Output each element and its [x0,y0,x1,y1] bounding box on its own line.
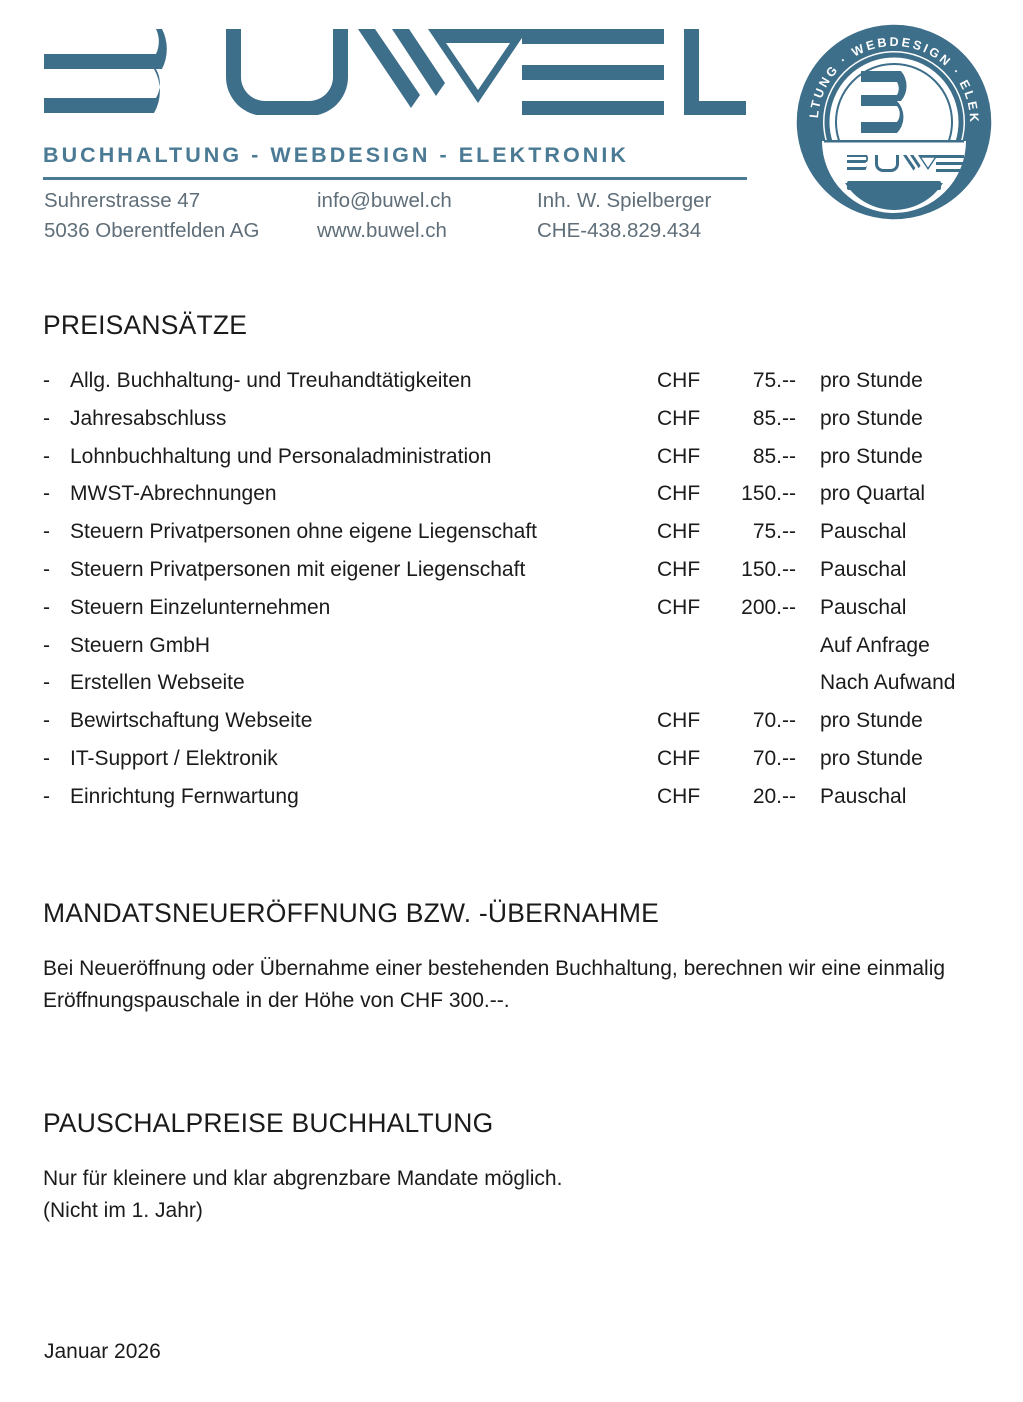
price-row-unit: Pauschal [820,520,907,544]
price-row-amount: 85.-- [752,406,796,430]
price-row-bullet: - [43,746,50,770]
price-row: - Steuern Privatpersonen mit eigener Lieg… [0,556,1023,594]
price-row: - Steuern Einzelunternehmen CHF 200.-- Pausc… [0,594,1023,632]
price-row-label: Jahresabschluss [70,406,227,430]
price-row: - Lohnbuchhaltung und Personaladministrat… [0,443,1023,481]
badge-monogram [861,71,907,133]
price-row-label: Einrichtung Fernwartung [70,784,299,808]
price-row-bullet: - [43,671,50,695]
price-row-bullet: - [43,369,50,392]
price-row-bullet: - [43,709,50,733]
price-row-label: Bewirtschaftung Webseite [70,709,313,733]
section-title-mandatsneueroeffnung: MANDATSNEUERÖFFNUNG BZW. -ÜBERNAHME [43,898,660,928]
price-row-currency: CHF [657,406,701,430]
price-row-amount: 75.-- [752,520,796,544]
price-row-currency: CHF [657,369,701,392]
contact-legal: Inh. W. Spielberger CHE-438.829.434 [537,186,711,246]
price-row-label: Steuern Privatpersonen ohne eigene Liege… [70,520,538,544]
price-row: - Erstellen Webseite Nach Aufwand [0,669,1023,707]
price-row-currency: CHF [657,557,701,581]
price-row-unit: Auf Anfrage [820,633,930,657]
paragraph-pauschalpreise: Nur für kleinere und klar abgrenzbare Ma… [43,1167,563,1222]
price-row-unit: Pauschal [820,595,907,619]
price-row-currency: CHF [657,595,701,619]
price-row-unit: Nach Aufwand [820,671,956,695]
contact-email[interactable]: info@buwel.ch [317,189,452,212]
price-list-table: - Allg. Buchhaltung- und Treuhandtätigkei… [0,367,1023,821]
price-row-bullet: - [43,595,50,619]
paragraph-mandatsneueroeffnung: Bei Neueröffnung oder Übernahme einer be… [43,957,946,1012]
buwel-seal-badge: BUCHHALTUNG · WEBDESIGN · ELEKTRONIK [789,12,993,221]
contact-owner: Inh. W. Spielberger [537,189,712,212]
price-row-amount: 150.-- [741,482,796,506]
price-row: - MWST-Abrechnungen CHF 150.-- pro Quartal [0,480,1023,518]
price-row-amount: 150.-- [741,557,796,581]
price-row-currency: CHF [657,746,701,770]
price-row-label: Steuern Privatpersonen mit eigener Liege… [70,557,526,581]
price-row-amount: 200.-- [741,595,796,619]
price-row-unit: pro Quartal [820,482,926,506]
price-row-currency: CHF [657,784,701,808]
section-title-pauschalpreise: PAUSCHALPREISE BUCHHALTUNG [43,1108,494,1138]
price-row: - Allg. Buchhaltung- und Treuhandtätigkei… [0,367,1023,405]
price-row: - Bewirtschaftung Webseite CHF 70.-- pro Stu… [0,707,1023,745]
contact-address: Suhrerstrasse 47 5036 Oberentfelden AG [44,186,259,246]
price-row-bullet: - [43,520,50,544]
price-row-currency: CHF [657,709,701,733]
price-row-amount: 20.-- [752,784,796,808]
section-title-preisansaetze: PREISANSÄTZE [43,310,248,340]
price-row: - Steuern GmbH Auf Anfrage [0,632,1023,670]
price-row-currency: CHF [657,520,701,544]
price-row-unit: Pauschal [820,784,907,808]
contact-website[interactable]: www.buwel.ch [317,219,447,242]
price-row-unit: Pauschal [820,557,907,581]
contact-online: info@buwel.ch www.buwel.ch [317,186,452,246]
buwel-wordmark-logo [40,27,746,116]
contact-address-line-1: Suhrerstrasse 47 [44,189,201,212]
price-row-unit: pro Stunde [820,369,923,392]
price-row-currency: CHF [657,444,701,468]
letterhead-divider [43,177,747,180]
price-row-label: Steuern Einzelunternehmen [70,595,331,619]
price-row-label: Erstellen Webseite [70,671,245,695]
price-row-bullet: - [43,406,50,430]
price-row-unit: pro Stunde [820,746,923,770]
price-row-bullet: - [43,784,50,808]
price-row-label: IT-Support / Elektronik [70,746,278,770]
price-row-amount: 70.-- [752,709,796,733]
price-row-currency: CHF [657,482,701,506]
contact-address-line-2: 5036 Oberentfelden AG [44,219,260,242]
document-date: Januar 2026 [44,1340,161,1363]
price-row-label: Allg. Buchhaltung- und Treuhandtätigkeit… [70,369,472,392]
price-row-unit: pro Stunde [820,406,923,430]
price-row-bullet: - [43,482,50,506]
price-row: - IT-Support / Elektronik CHF 70.-- pro Stun… [0,745,1023,783]
price-row-bullet: - [43,633,50,657]
contact-vat-number: CHE-438.829.434 [537,219,702,242]
price-row: - Einrichtung Fernwartung CHF 20.-- Pauschal [0,783,1023,821]
price-row-label: MWST-Abrechnungen [70,482,277,506]
price-row-amount: 75.-- [752,369,796,392]
letterhead: BUCHHALTUNG - WEBDESIGN - ELEKTRONIK Suh… [0,0,1023,262]
letterhead-tagline: BUCHHALTUNG - WEBDESIGN - ELEKTRONIK [43,143,629,167]
price-row: - Steuern Privatpersonen ohne eigene Lieg… [0,518,1023,556]
price-row: - Jahresabschluss CHF 85.-- pro Stunde [0,405,1023,443]
price-row-unit: pro Stunde [820,444,923,468]
price-row-bullet: - [43,557,50,581]
price-row-amount: 85.-- [752,444,796,468]
price-row-unit: pro Stunde [820,709,923,733]
price-row-bullet: - [43,444,50,468]
price-row-label: Lohnbuchhaltung und Personaladministrati… [70,444,492,468]
price-row-label: Steuern GmbH [70,633,211,657]
price-row-amount: 70.-- [752,746,796,770]
